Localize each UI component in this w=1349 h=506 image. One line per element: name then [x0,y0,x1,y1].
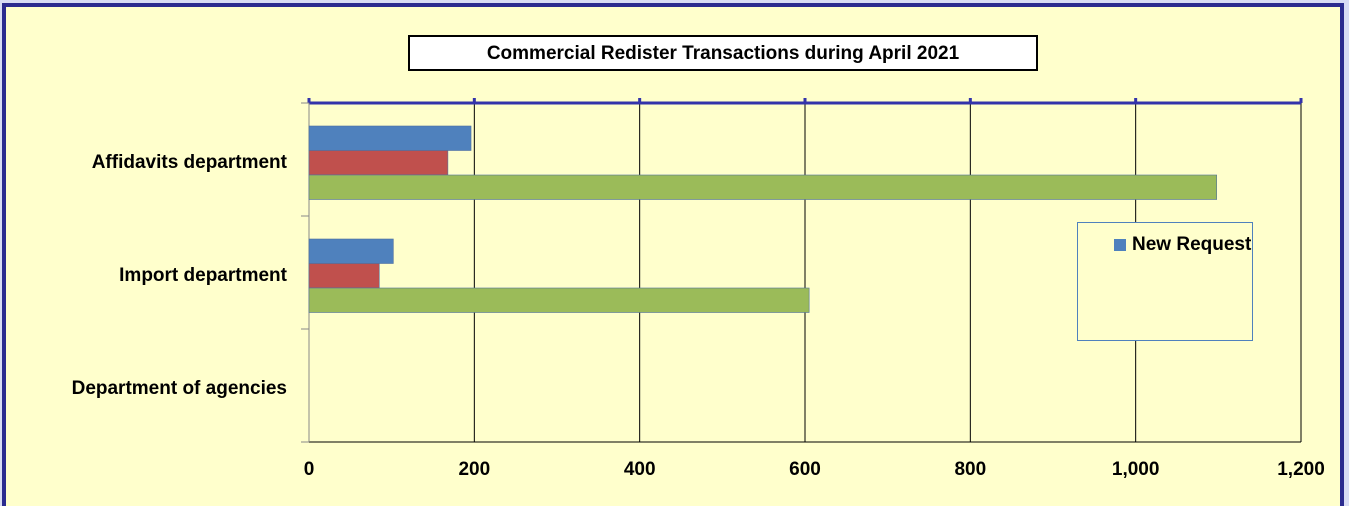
x-tick-label: 600 [789,459,821,480]
title-box [408,35,1038,71]
bar [308,238,394,264]
legend: New Request [1077,222,1253,341]
y-tick-label: Affidavits department [92,152,288,173]
x-tick-label: 800 [954,459,986,480]
x-tick-label: 200 [458,459,490,480]
legend-label: New Request [1132,234,1252,255]
legend-entry: New Request [1112,231,1252,258]
bar [308,125,472,151]
x-tick-label: 1,200 [1277,459,1325,480]
bar [308,263,380,289]
bar [308,150,449,176]
chart-title: Commercial Redister Transactions during … [487,43,960,64]
bar [308,287,810,313]
legend-swatch [1114,239,1126,251]
x-tick-label: 0 [304,459,315,480]
bar [308,174,1217,200]
x-tick-label: 1,000 [1112,459,1160,480]
y-tick-label: Department of agencies [72,378,287,399]
y-tick-label: Import department [119,265,288,286]
x-tick-label: 400 [624,459,656,480]
